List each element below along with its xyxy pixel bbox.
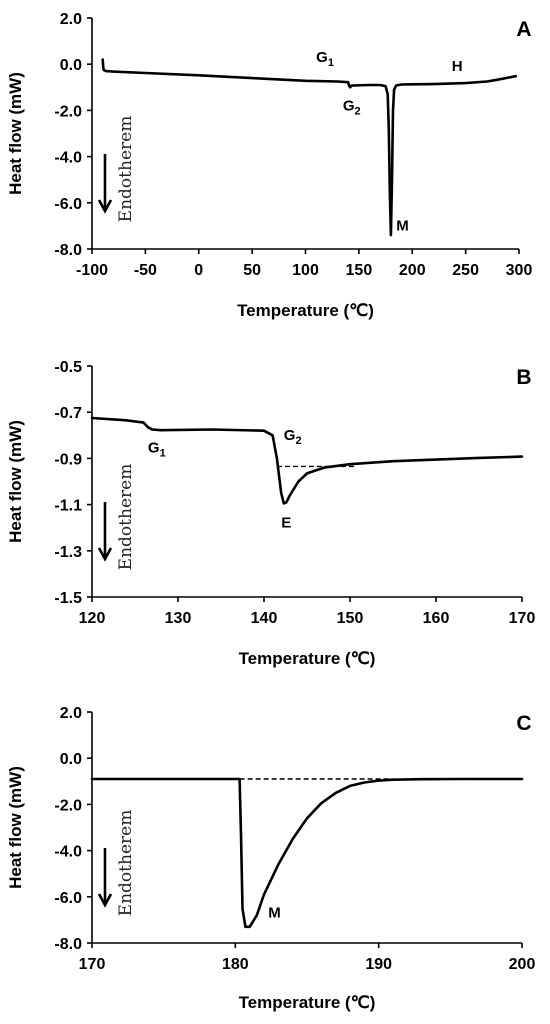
- annotation-a-g1: G1: [316, 49, 334, 69]
- y-tick-label-b: -0.7: [54, 405, 82, 422]
- y-tick-label-a: 0.0: [60, 57, 82, 74]
- x-tick-label-a: 0: [194, 262, 203, 279]
- endotherm-arrowhead-a: [97, 199, 113, 214]
- annotation-b-g2: G2: [284, 427, 302, 447]
- endotherm-arrowhead-b: [97, 547, 113, 562]
- y-tick-label-b: -1.1: [54, 498, 82, 515]
- annotation-b-e: E: [281, 515, 291, 532]
- y-axis-title-b: Heat flow (mW): [6, 420, 25, 543]
- x-tick-label-c: 200: [509, 956, 536, 973]
- y-tick-label-a: -4.0: [54, 150, 82, 167]
- y-tick-label-c: 0.0: [60, 751, 82, 768]
- x-tick-label-a: 200: [399, 262, 426, 279]
- annotation-c-m: M: [268, 905, 281, 922]
- y-tick-label-c: -6.0: [54, 890, 82, 907]
- y-tick-label-c: -2.0: [54, 797, 82, 814]
- y-tick-label-c: -8.0: [54, 936, 82, 953]
- x-tick-label-a: 100: [292, 262, 319, 279]
- x-axis-title-a: Temperature (℃): [237, 301, 374, 320]
- y-tick-label-b: -0.9: [54, 451, 82, 468]
- annotation-a-m: M: [396, 218, 409, 235]
- x-tick-label-a: 250: [452, 262, 479, 279]
- heat-flow-curve-c: [90, 777, 524, 929]
- heat-flow-curve-b: [90, 416, 524, 505]
- y-tick-label-b: -1.5: [54, 590, 82, 607]
- y-tick-label-b: -1.3: [54, 544, 82, 561]
- y-tick-label-c: 2.0: [60, 705, 82, 722]
- endotherm-label-a: Endotherem: [116, 116, 136, 223]
- x-tick-label-b: 170: [509, 610, 536, 627]
- y-axis-title-a: Heat flow (mW): [6, 72, 25, 195]
- panel-label-c: C: [516, 712, 531, 735]
- x-tick-label-b: 130: [165, 610, 192, 627]
- x-axis-title-c: Temperature (℃): [239, 993, 376, 1012]
- y-tick-label-c: -4.0: [54, 844, 82, 861]
- x-tick-label-a: 50: [243, 262, 261, 279]
- y-tick-label-a: -8.0: [54, 242, 82, 259]
- x-tick-label-c: 190: [365, 956, 392, 973]
- y-tick-label-a: 2.0: [60, 11, 82, 28]
- x-tick-label-b: 120: [79, 610, 106, 627]
- annotation-a-h: H: [452, 58, 463, 75]
- endotherm-label-b: Endotherem: [116, 464, 136, 571]
- panel-a: -100 -50 0 50 100 150 200 250 300 2.0 0.0 -2.0 -4.0 -…: [6, 11, 532, 320]
- x-tick-label-b: 160: [423, 610, 450, 627]
- heat-flow-curve-a: [101, 58, 518, 237]
- panel-b: 120 130 140 150 160 170 -0.5 -0.7 -0.9 -1.1 -1.3 -1…: [6, 359, 535, 668]
- y-tick-label-a: -6.0: [54, 196, 82, 213]
- x-axis-title-b: Temperature (℃): [239, 649, 376, 668]
- y-axis-title-c: Heat flow (mW): [6, 766, 25, 889]
- x-tick-label-b: 140: [251, 610, 278, 627]
- annotation-b-g1: G1: [148, 440, 166, 460]
- y-tick-label-a: -2.0: [54, 103, 82, 120]
- endotherm-arrowhead-c: [97, 893, 113, 908]
- panel-c: 170 180 190 200 2.0 0.0 -2.0 -4.0 -6.0 -8.0 Temper…: [6, 705, 535, 1012]
- x-tick-label-a: -100: [76, 262, 108, 279]
- x-tick-label-a: -50: [134, 262, 157, 279]
- x-tick-label-c: 170: [79, 956, 106, 973]
- panel-label-b: B: [516, 366, 531, 389]
- x-tick-label-c: 180: [222, 956, 249, 973]
- x-tick-label-a: 150: [346, 262, 373, 279]
- x-tick-label-b: 150: [337, 610, 364, 627]
- y-tick-label-b: -0.5: [54, 359, 82, 376]
- annotation-a-g2: G2: [343, 97, 361, 117]
- endotherm-label-c: Endotherem: [116, 810, 136, 917]
- panel-label-a: A: [516, 18, 531, 41]
- x-tick-label-a: 300: [506, 262, 533, 279]
